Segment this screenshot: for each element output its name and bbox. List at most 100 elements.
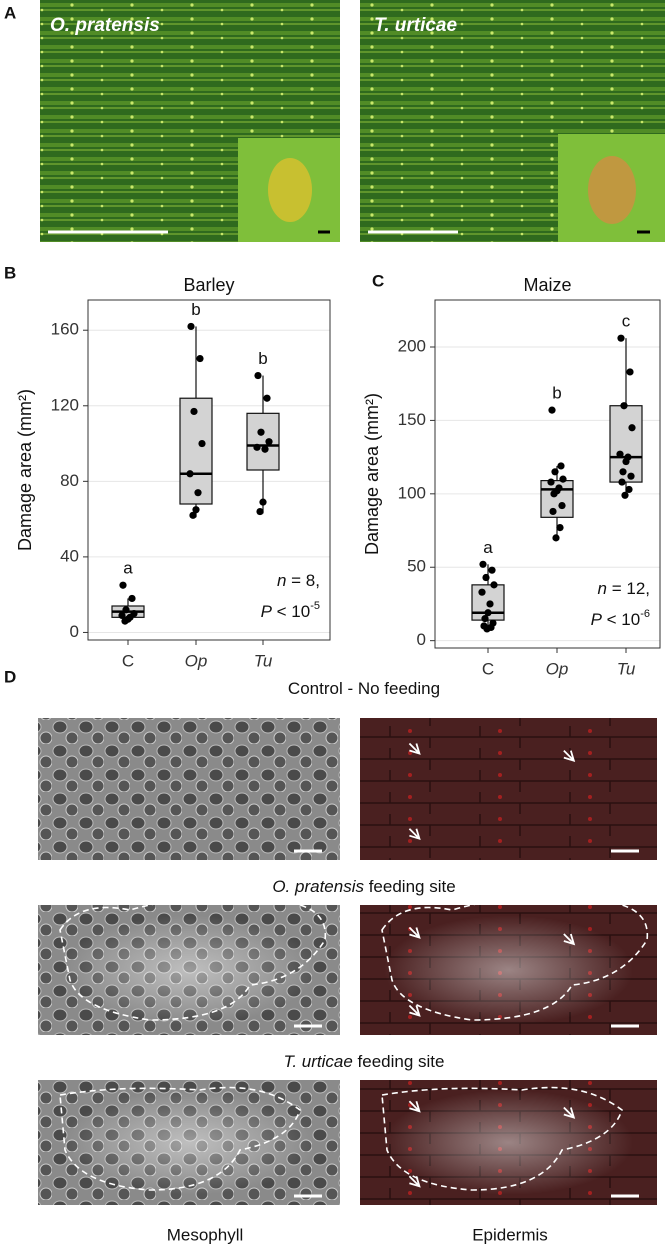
stat-part: -6 — [640, 608, 650, 620]
micrograph — [360, 718, 657, 860]
row-title-part: feeding site — [353, 1052, 445, 1071]
point — [261, 445, 269, 453]
point — [257, 428, 265, 436]
point — [254, 371, 262, 380]
point — [619, 468, 627, 476]
y-tick-label: 40 — [60, 546, 79, 565]
point — [486, 600, 494, 608]
photo-label: O. pratensis — [50, 15, 160, 36]
point — [556, 523, 564, 532]
feeding-site-glow — [62, 915, 316, 1025]
x-tick-label: C — [482, 659, 494, 678]
point — [618, 478, 626, 486]
point — [625, 485, 633, 494]
feeding-site-glow — [62, 1090, 316, 1195]
y-tick-label: 0 — [70, 622, 79, 641]
row-title: T. urticae feeding site — [284, 1052, 445, 1071]
arrow — [408, 1175, 421, 1188]
significance-letter: b — [552, 384, 561, 403]
point — [552, 534, 560, 542]
row-title-part: T. urticae — [284, 1052, 353, 1071]
point — [617, 334, 625, 342]
point — [548, 406, 556, 414]
y-tick-label: 80 — [60, 471, 79, 490]
panel-label: A — [4, 3, 16, 22]
point — [550, 490, 558, 498]
point — [616, 450, 624, 458]
panel-label: C — [372, 271, 384, 290]
point — [192, 506, 200, 514]
stat-part: n — [598, 579, 607, 598]
significance-letter: c — [622, 312, 631, 331]
y-tick-label: 120 — [51, 395, 79, 414]
stat-part: P — [261, 602, 273, 621]
y-tick-label: 100 — [398, 483, 426, 502]
stat-part: = 12, — [607, 579, 650, 598]
row-title-part: O. pratensis — [272, 877, 364, 896]
charts: 0 40 80 120 160 Barley Damage area (mm²) Ca Op b T… — [15, 275, 661, 678]
feeding-site-outline — [381, 1086, 623, 1191]
significance-letter: b — [191, 300, 200, 319]
significance-letter: a — [123, 559, 133, 578]
stat-text: n = 8, — [277, 571, 320, 590]
point — [621, 491, 629, 499]
point — [628, 424, 636, 432]
point — [558, 501, 566, 510]
x-tick-label: Op — [546, 659, 569, 678]
point — [119, 581, 127, 589]
point — [259, 498, 267, 506]
arrow — [563, 749, 576, 762]
point — [627, 472, 635, 480]
row-title-part: Control - No feeding — [288, 679, 440, 698]
x-tick-label: Tu — [254, 651, 273, 670]
point — [265, 438, 273, 446]
point — [559, 475, 567, 483]
point — [122, 606, 130, 614]
point — [484, 609, 492, 617]
point — [128, 594, 136, 603]
point — [488, 566, 496, 574]
plot-frame — [87, 299, 331, 641]
box — [246, 412, 280, 471]
plot-frame — [434, 299, 661, 649]
stat-part: -5 — [310, 600, 320, 612]
feeding-site-outline — [59, 1086, 301, 1191]
chart-title: Barley — [183, 275, 234, 295]
arrow — [408, 828, 421, 841]
y-tick-label: 0 — [417, 630, 426, 649]
point — [622, 457, 630, 466]
point — [194, 489, 202, 497]
point — [196, 354, 204, 363]
feeding-site-glow — [383, 915, 634, 1025]
row-title: Control - No feeding — [288, 679, 440, 698]
panel-label: B — [4, 263, 16, 282]
arrow — [408, 742, 421, 755]
point — [186, 470, 194, 478]
point — [551, 468, 559, 476]
point — [549, 507, 557, 516]
significance-letter: b — [258, 349, 267, 368]
point — [481, 615, 489, 623]
arrow — [408, 926, 421, 939]
arrow — [563, 1106, 576, 1119]
y-axis-label: Damage area (mm²) — [15, 389, 35, 551]
stat-part: n — [277, 571, 286, 590]
point — [490, 581, 498, 589]
arrow — [563, 933, 576, 946]
chart-title: Maize — [523, 275, 571, 295]
panel-label: D — [4, 667, 16, 686]
stat-part: < 10 — [272, 602, 310, 621]
point — [483, 625, 491, 633]
point — [547, 478, 555, 486]
feeding-site-glow — [383, 1090, 634, 1195]
x-tick-label: C — [122, 651, 134, 670]
point — [557, 462, 565, 470]
stat-part: P — [591, 610, 603, 629]
mite — [588, 156, 636, 224]
y-tick-label: 160 — [51, 320, 79, 339]
point — [256, 507, 264, 516]
photo-label: T. urticae — [374, 15, 457, 36]
y-tick-label: 200 — [398, 336, 426, 355]
point — [620, 402, 628, 410]
